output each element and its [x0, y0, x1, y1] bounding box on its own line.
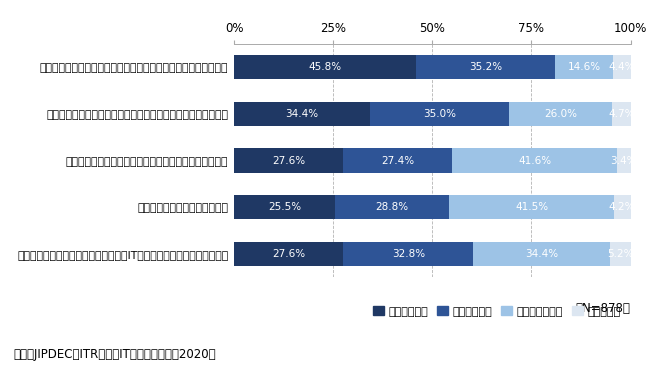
Text: 14.6%: 14.6% — [567, 62, 601, 72]
Text: 27.4%: 27.4% — [381, 155, 414, 166]
Bar — [449, 195, 614, 219]
Text: 27.6%: 27.6% — [272, 155, 305, 166]
Text: 3.4%: 3.4% — [610, 155, 637, 166]
Bar — [234, 102, 370, 126]
Bar — [473, 242, 610, 266]
Bar — [234, 242, 343, 266]
Bar — [234, 55, 415, 79]
Bar — [343, 242, 473, 266]
Text: 41.5%: 41.5% — [515, 202, 548, 212]
Text: 45.8%: 45.8% — [308, 62, 341, 72]
Bar — [610, 242, 630, 266]
Bar — [614, 195, 630, 219]
Text: 5.2%: 5.2% — [607, 249, 634, 259]
Text: （N=878）: （N=878） — [576, 302, 630, 315]
Legend: 実施中である, 検討中である, 実施していない, わからない: 実施中である, 検討中である, 実施していない, わからない — [368, 301, 625, 321]
Bar — [612, 102, 631, 126]
Bar — [452, 149, 617, 173]
Text: 34.4%: 34.4% — [285, 109, 318, 119]
Text: 35.0%: 35.0% — [423, 109, 456, 119]
Bar — [234, 149, 343, 173]
Bar — [343, 149, 452, 173]
Text: 4.7%: 4.7% — [608, 109, 635, 119]
Bar — [370, 102, 509, 126]
Text: 41.6%: 41.6% — [518, 155, 551, 166]
Text: 4.2%: 4.2% — [609, 202, 636, 212]
Text: 35.2%: 35.2% — [469, 62, 502, 72]
Text: 出典：JIPDEC／ITR「企業IT利活用動向調査2020」: 出典：JIPDEC／ITR「企業IT利活用動向調査2020」 — [13, 348, 216, 361]
Bar — [335, 195, 449, 219]
Text: 27.6%: 27.6% — [272, 249, 305, 259]
Text: 26.0%: 26.0% — [544, 109, 577, 119]
Text: 25.5%: 25.5% — [268, 202, 301, 212]
Text: 28.8%: 28.8% — [376, 202, 409, 212]
Bar — [234, 195, 335, 219]
Text: 4.4%: 4.4% — [608, 62, 635, 72]
Bar — [613, 55, 630, 79]
Bar — [415, 55, 555, 79]
Bar — [509, 102, 612, 126]
Bar — [555, 55, 613, 79]
Text: 34.4%: 34.4% — [525, 249, 558, 259]
Text: 32.8%: 32.8% — [392, 249, 425, 259]
Bar — [617, 149, 630, 173]
